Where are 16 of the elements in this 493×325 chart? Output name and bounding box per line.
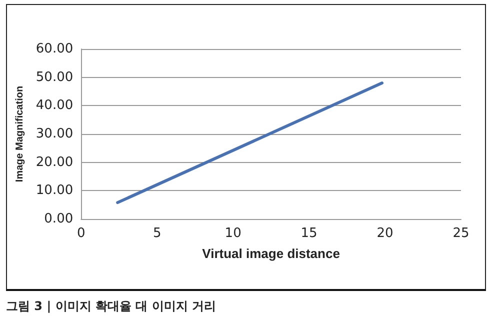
- x-tick-label: 15: [300, 226, 318, 241]
- y-tick-label: 60.00: [36, 42, 74, 56]
- x-tick-label: 20: [376, 226, 394, 241]
- x-tick-label: 5: [152, 226, 162, 241]
- y-tick-label: 30.00: [36, 126, 74, 142]
- y-tick-label: 20.00: [36, 154, 74, 170]
- x-tick-label: 25: [452, 226, 470, 241]
- x-tick-label: 0: [76, 226, 86, 241]
- y-tick-label: 50.00: [36, 70, 74, 85]
- y-tick-label: 10.00: [36, 183, 74, 198]
- x-axis-title: Virtual image distance: [202, 246, 340, 261]
- y-axis-title: Image Magnification: [14, 86, 26, 182]
- y-tick-label: 40.00: [36, 98, 74, 114]
- y-tick-label: 0.00: [44, 212, 74, 226]
- x-tick-label: 10: [224, 226, 242, 241]
- caption: 그림 3 | 이미지 확대율 대 이미지 거리: [6, 298, 216, 315]
